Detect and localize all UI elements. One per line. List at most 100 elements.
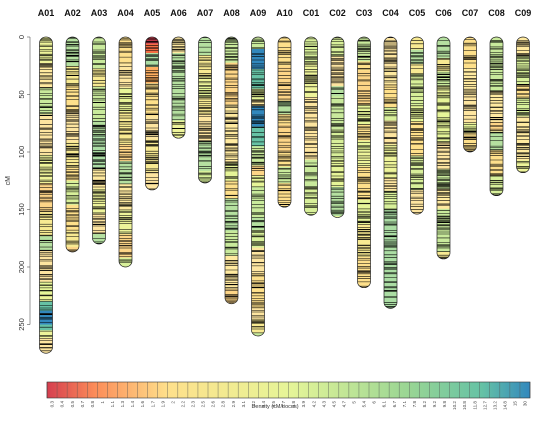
chromosome-A02: A02 — [64, 8, 81, 253]
legend-tick-label: 0.7 — [80, 401, 85, 408]
density-segment — [66, 112, 79, 123]
density-segment — [92, 233, 106, 244]
density-segment — [331, 129, 344, 161]
density-segment — [39, 337, 53, 354]
density-segment — [145, 37, 159, 44]
legend-tick-label: 2.3 — [191, 401, 196, 408]
chromosome-label: C03 — [356, 8, 373, 18]
legend-tick-label: 2.9 — [231, 401, 236, 408]
chromosome-C08: C08 — [488, 8, 505, 197]
chromosome-A01: A01 — [38, 8, 54, 354]
density-segment — [331, 186, 344, 217]
density-segment — [145, 171, 159, 190]
density-segment — [490, 150, 503, 177]
density-segment — [463, 37, 477, 69]
legend-tick-label: 0.8 — [90, 401, 95, 408]
density-segment — [490, 176, 503, 196]
legend-tick-label: 1.4 — [130, 401, 135, 408]
density-segment — [251, 262, 265, 275]
legend-tick-label: 11.8 — [472, 401, 477, 410]
density-segment — [66, 204, 79, 232]
chromosome-A09: A09 — [250, 8, 266, 337]
density-segment — [384, 178, 397, 192]
legend-tick-label: 6.1 — [382, 401, 387, 408]
density-segment — [490, 91, 503, 123]
density-segment — [357, 61, 371, 72]
density-segment — [410, 104, 424, 122]
density-segment — [39, 87, 53, 115]
density-segment — [251, 165, 265, 177]
chromosome-label: C04 — [382, 8, 399, 18]
legend-tick-label: 3.8 — [291, 401, 296, 408]
density-segment — [278, 183, 291, 208]
density-segment — [251, 319, 265, 334]
density-segment — [119, 37, 132, 65]
density-segment — [198, 141, 212, 172]
density-segment — [331, 216, 344, 218]
chromosome-label: C09 — [515, 8, 532, 18]
legend-tick-label: 4.5 — [331, 401, 336, 408]
density-segment — [198, 113, 212, 142]
legend-tick-label: 10.8 — [462, 401, 467, 410]
density-segment — [437, 208, 450, 220]
legend-tick-label: 1.7 — [150, 401, 155, 408]
legend-tick-label: 30 — [523, 401, 528, 407]
chromosome-outline — [171, 36, 186, 139]
chromosome-label: A05 — [144, 8, 161, 18]
chromosome-C05: C05 — [409, 8, 426, 215]
chromosome-label: A06 — [170, 8, 187, 18]
legend-tick-label: 5 — [352, 401, 357, 404]
chromosome-outline — [118, 36, 133, 268]
density-segment — [437, 71, 450, 86]
chromosome-C07: C07 — [462, 8, 478, 153]
density-segment — [145, 139, 159, 173]
chromosome-outline — [489, 36, 504, 197]
density-segment — [437, 119, 450, 143]
chromosome-outline — [277, 36, 292, 208]
density-segment — [278, 124, 291, 153]
chromosome-C03: C03 — [356, 8, 373, 289]
density-segment — [66, 84, 79, 113]
density-segment — [357, 150, 371, 167]
density-segment — [357, 199, 371, 225]
density-segment — [198, 37, 212, 56]
density-segment — [39, 127, 53, 156]
density-segment — [437, 95, 450, 121]
legend-tick-label: 2.6 — [211, 401, 216, 408]
legend-tick-label: 3.2 — [251, 401, 256, 408]
density-segment — [278, 151, 291, 168]
density-segment — [251, 307, 265, 320]
chromosome-C09: C09 — [515, 8, 532, 174]
density-segment — [490, 131, 503, 151]
legend-tick-label: 10.2 — [452, 401, 457, 410]
chromosome-A07: A07 — [197, 8, 213, 184]
chromosome-C02: C02 — [329, 8, 346, 218]
density-segment — [437, 142, 450, 158]
chromosome-A06: A06 — [170, 8, 187, 139]
legend-tick-label: 5.4 — [362, 401, 367, 408]
y-axis: 0 50 100 150 200 250 — [17, 35, 31, 331]
density-segment — [119, 87, 132, 113]
chromosome-C01: C01 — [303, 8, 319, 216]
density-segment — [225, 198, 238, 232]
density-segment — [463, 132, 477, 152]
density-segment — [225, 104, 238, 136]
density-segment — [39, 182, 53, 213]
density-segment — [119, 257, 132, 267]
legend-tick-label: 3.5 — [271, 401, 276, 408]
density-segment — [198, 55, 212, 78]
y-tick-label: 100 — [17, 146, 26, 159]
chromosomes: A01 A02 A03 A04 A05 A06 A07 A08 A09 A10 C01 C02 C03 C… — [38, 8, 532, 354]
chromosome-label: C05 — [409, 8, 426, 18]
density-segment — [304, 97, 318, 127]
chromosome-A10: A10 — [276, 8, 293, 208]
density-segment — [119, 234, 132, 245]
legend-tick-label: 3.9 — [301, 401, 306, 408]
density-segment — [251, 175, 265, 188]
chromosome-outline — [65, 36, 80, 253]
chromosome-label: A04 — [117, 8, 134, 18]
density-segment — [66, 246, 79, 253]
density-segment — [304, 187, 318, 216]
density-segment — [39, 37, 53, 64]
